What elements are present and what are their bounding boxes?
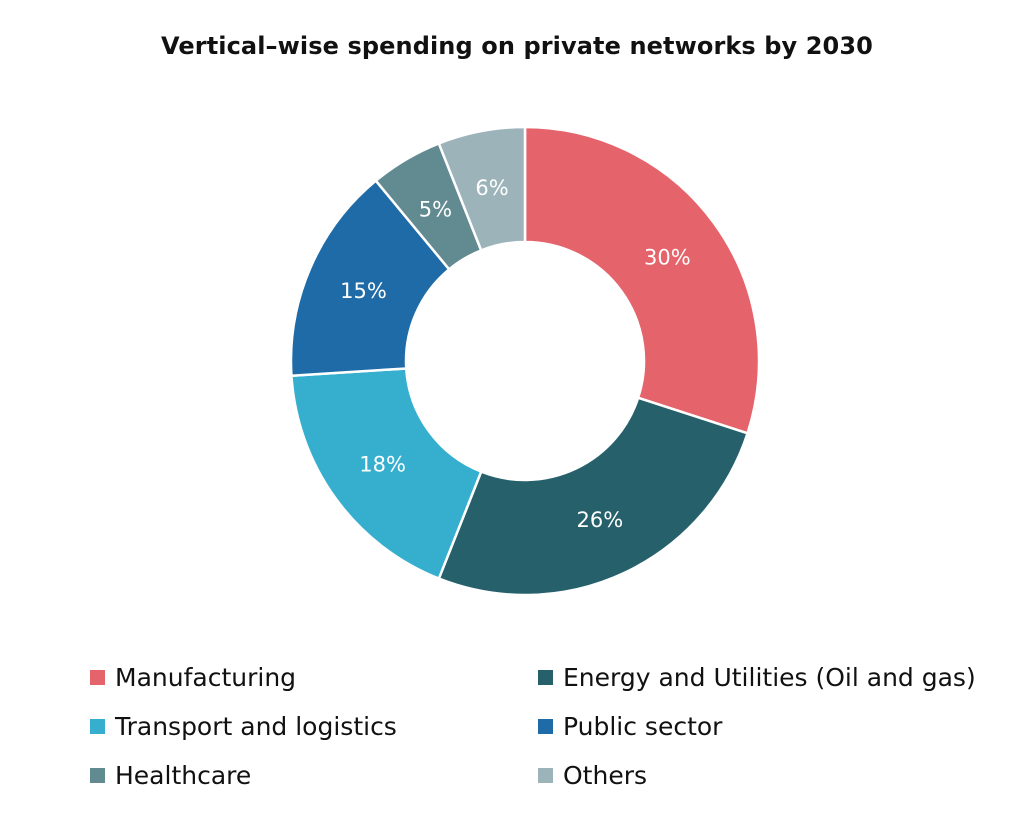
- legend-label-public-sector: Public sector: [563, 711, 723, 741]
- donut-chart: 30% 26% 18% 15% 5% 6%: [289, 125, 761, 597]
- slice-label-public-sector: 15%: [340, 279, 387, 303]
- legend-item-healthcare: Healthcare: [90, 760, 251, 790]
- donut-slice-energy-and-utilities: [437, 396, 749, 597]
- legend-item-others: Others: [538, 760, 647, 790]
- legend-swatch-transport-and-logistics: [90, 718, 105, 734]
- legend-swatch-manufacturing: [90, 669, 105, 685]
- legend-swatch-energy-and-utilities: [538, 669, 553, 685]
- slice-label-energy-and-utilities: 26%: [577, 508, 624, 532]
- legend-item-transport-and-logistics: Transport and logistics: [90, 711, 397, 741]
- legend-swatch-others: [538, 767, 553, 783]
- legend-label-manufacturing: Manufacturing: [115, 662, 297, 692]
- donut-slice-transport-and-logistics: [290, 367, 483, 580]
- legend-label-healthcare: Healthcare: [115, 760, 252, 790]
- slice-label-manufacturing: 30%: [644, 246, 691, 270]
- donut-slice-others: [437, 125, 527, 252]
- legend-swatch-public-sector: [538, 718, 553, 734]
- legend-label-energy-and-utilities: Energy and Utilities (Oil and gas): [563, 662, 976, 692]
- slice-label-healthcare: 5%: [419, 198, 452, 222]
- donut-slice-public-sector: [289, 179, 451, 377]
- legend-item-energy-and-utilities: Energy and Utilities (Oil and gas): [538, 662, 976, 692]
- legend-item-manufacturing: Manufacturing: [90, 662, 296, 692]
- legend-item-public-sector: Public sector: [538, 711, 722, 741]
- legend-swatch-healthcare: [90, 767, 105, 783]
- legend-label-transport-and-logistics: Transport and logistics: [115, 711, 397, 741]
- chart-title: Vertical–wise spending on private networ…: [161, 32, 873, 60]
- slice-label-others: 6%: [475, 176, 508, 200]
- donut-slice-manufacturing: [523, 125, 761, 435]
- legend-label-others: Others: [563, 760, 648, 790]
- slice-label-transport-and-logistics: 18%: [359, 453, 406, 477]
